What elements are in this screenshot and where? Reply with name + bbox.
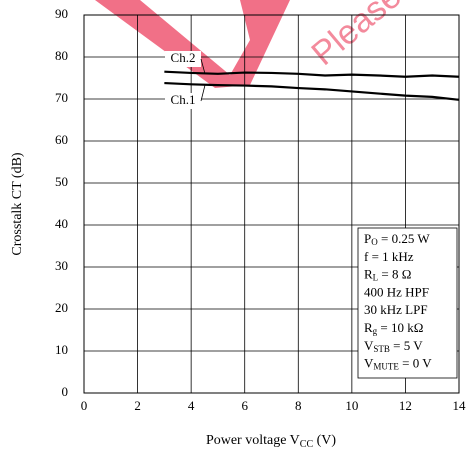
- condition-part: = 0.25 W: [378, 231, 431, 246]
- condition-part: = 0 V: [399, 356, 432, 371]
- x-tick-label: 10: [345, 398, 358, 413]
- condition-part: = 10 kΩ: [377, 320, 423, 335]
- condition-part: L: [373, 273, 379, 283]
- x-axis-label-part: CC: [300, 439, 314, 450]
- condition-part: MUTE: [373, 362, 399, 372]
- y-tick-label: 0: [62, 384, 69, 399]
- y-tick-label: 90: [55, 6, 68, 21]
- y-tick-label: 40: [55, 216, 68, 231]
- condition-part: STB: [373, 344, 390, 354]
- y-axis-label: Crosstalk CT (dB): [10, 152, 25, 256]
- y-tick-label: 50: [55, 174, 68, 189]
- x-axis-label-part: Power voltage V: [206, 433, 300, 448]
- condition-part: P: [364, 231, 371, 246]
- condition: 30 kHz LPF: [364, 302, 428, 317]
- y-tick-label: 30: [55, 258, 68, 273]
- x-axis-label: Power voltage VCC (V): [206, 433, 336, 450]
- y-tick-label: 60: [55, 132, 68, 147]
- label-bg: [165, 93, 201, 109]
- condition-part: R: [364, 320, 373, 335]
- x-axis-label-part: (V): [313, 433, 336, 448]
- condition: f = 1 kHz: [364, 249, 414, 264]
- x-tick-label: 0: [81, 398, 88, 413]
- y-tick-label: 10: [55, 342, 68, 357]
- condition-part: V: [364, 338, 374, 353]
- condition-part: 30 kHz LPF: [364, 302, 428, 317]
- condition: VMUTE = 0 V: [364, 356, 432, 372]
- condition: VSTB = 5 V: [364, 338, 423, 354]
- condition-part: O: [371, 237, 378, 247]
- condition-part: R: [364, 267, 373, 282]
- series-line: [164, 70, 460, 78]
- x-tick-label: 14: [453, 398, 467, 413]
- condition-part: f = 1 kHz: [364, 249, 414, 264]
- watermark: Please v: [304, 0, 428, 73]
- x-tick-label: 8: [295, 398, 302, 413]
- series-label: Ch.1: [171, 92, 196, 107]
- series-line: [164, 81, 460, 101]
- condition-part: = 5 V: [390, 338, 423, 353]
- x-tick-label: 6: [241, 398, 248, 413]
- conditions-box: [357, 227, 458, 379]
- leader-line: [200, 85, 206, 102]
- series-label: Ch.2: [171, 50, 196, 65]
- y-tick-label: 70: [55, 90, 68, 105]
- condition-part: = 8 Ω: [378, 267, 411, 282]
- x-tick-label: 12: [399, 398, 412, 413]
- condition: 400 Hz HPF: [364, 284, 429, 299]
- x-tick-label: 4: [188, 398, 195, 413]
- condition-part: 400 Hz HPF: [364, 284, 429, 299]
- watermark-shape: [95, 0, 290, 88]
- condition-part: V: [364, 356, 374, 371]
- condition: Rg = 10 kΩ: [364, 320, 423, 336]
- condition: RL = 8 Ω: [364, 267, 411, 283]
- label-bg: [165, 51, 201, 67]
- x-tick-label: 2: [134, 398, 141, 413]
- condition: PO = 0.25 W: [364, 231, 430, 247]
- y-tick-label: 20: [55, 300, 68, 315]
- y-tick-label: 80: [55, 48, 68, 63]
- leader-line: [200, 58, 206, 74]
- condition-part: g: [373, 326, 378, 336]
